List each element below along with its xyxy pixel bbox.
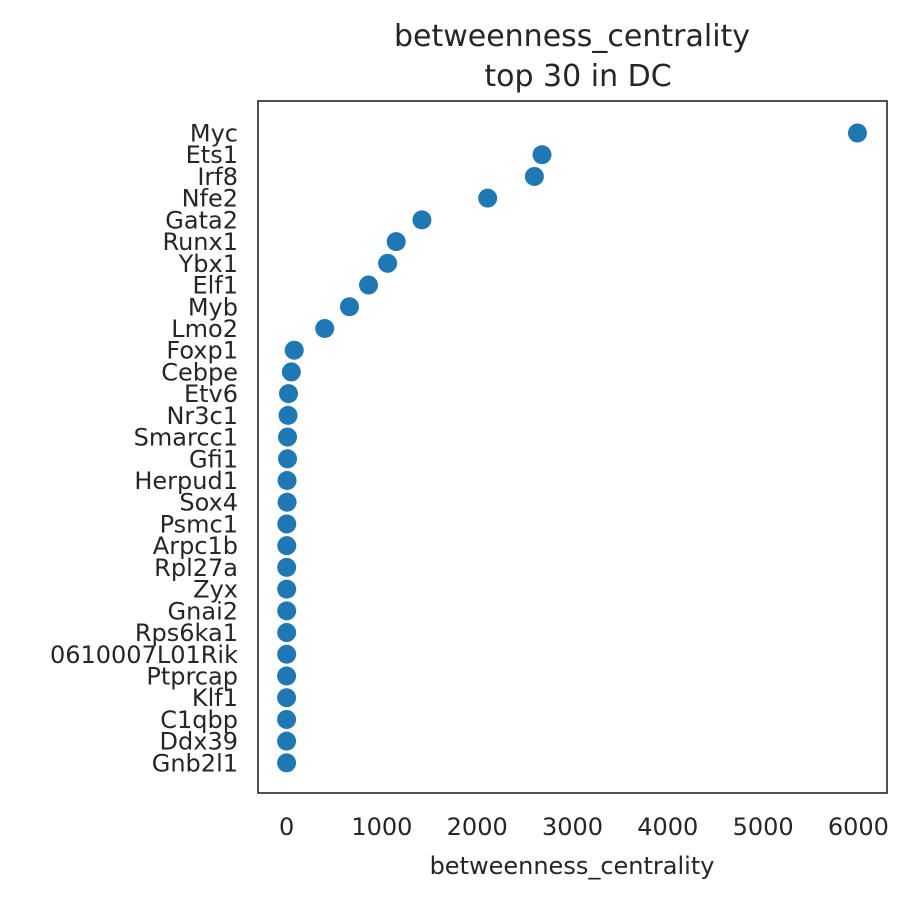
- data-point: [278, 405, 298, 425]
- data-point: [339, 297, 359, 317]
- y-tick-label: Gnb2l1: [152, 749, 238, 777]
- plot-frame: [257, 100, 888, 794]
- data-point: [277, 471, 297, 491]
- y-tick-label: Gnai2: [168, 597, 238, 625]
- chart-title-line1: betweenness_centrality: [394, 19, 750, 54]
- y-tick-label: Nfe2: [182, 185, 238, 213]
- data-point: [277, 557, 297, 577]
- y-tick-label: Gata2: [165, 206, 238, 234]
- data-point: [278, 427, 298, 447]
- y-tick-label: Nr3c1: [166, 402, 238, 430]
- data-point: [277, 623, 297, 643]
- y-tick-label: C1qbp: [160, 706, 238, 734]
- y-tick-label: Ets1: [186, 141, 238, 169]
- data-point: [277, 753, 297, 773]
- x-tick-labels: 0 1000 2000 3000 4000 5000 6000: [279, 813, 889, 841]
- data-point: [277, 644, 297, 664]
- y-tick-label: Ybx1: [178, 250, 238, 278]
- y-tick-label: Irf8: [197, 163, 238, 191]
- y-tick-label: Elf1: [192, 272, 238, 300]
- y-tick-label: Psmc1: [160, 510, 238, 538]
- y-tick-label: Runx1: [163, 228, 239, 256]
- data-point: [284, 340, 304, 360]
- data-point: [412, 210, 432, 230]
- y-tick-label: Lmo2: [171, 315, 238, 343]
- data-point: [847, 123, 867, 143]
- y-tick-label: Gfi1: [189, 445, 238, 473]
- x-tick-label: 6000: [828, 813, 889, 841]
- chart-title-line2: top 30 in DC: [484, 59, 671, 94]
- x-tick-label: 5000: [733, 813, 794, 841]
- x-tick-label: 3000: [542, 813, 603, 841]
- y-tick-label: Etv6: [184, 380, 238, 408]
- y-tick-labels: MycEts1Irf8Nfe2Gata2Runx1Ybx1Elf1MybLmo2…: [50, 120, 238, 778]
- y-tick-label: Ddx39: [160, 728, 238, 756]
- data-point: [277, 492, 297, 512]
- data-point: [277, 536, 297, 556]
- data-point: [315, 318, 335, 338]
- data-point: [532, 145, 552, 165]
- x-tick-label: 1000: [351, 813, 412, 841]
- y-tick-label: Herpud1: [134, 467, 238, 495]
- data-point: [277, 688, 297, 708]
- y-tick-label: Cebpe: [161, 358, 238, 386]
- y-tick-label: Zyx: [193, 576, 238, 604]
- data-points: [277, 123, 867, 773]
- y-tick-label: Ptprcap: [146, 663, 238, 691]
- y-tick-label: Sox4: [179, 489, 238, 517]
- y-tick-label: Arpc1b: [153, 532, 238, 560]
- y-tick-label: Klf1: [192, 684, 238, 712]
- x-axis-label: betweenness_centrality: [430, 852, 715, 880]
- y-tick-label: Myb: [188, 293, 238, 321]
- data-point: [278, 384, 298, 404]
- y-tick-label: Foxp1: [166, 337, 238, 365]
- x-tick-label: 0: [279, 813, 294, 841]
- data-point: [277, 731, 297, 751]
- data-point: [277, 666, 297, 686]
- x-tick-label: 4000: [637, 813, 698, 841]
- data-point: [524, 166, 544, 186]
- data-point: [278, 449, 298, 469]
- y-tick-label: Rpl27a: [154, 554, 238, 582]
- data-point: [359, 275, 379, 295]
- y-tick-label: 0610007L01Rik: [50, 641, 238, 669]
- data-point: [478, 188, 498, 208]
- y-tick-label: Smarcc1: [134, 424, 238, 452]
- y-tick-label: Myc: [190, 120, 238, 148]
- data-point: [386, 232, 406, 252]
- data-point: [378, 253, 398, 273]
- x-tick-label: 2000: [447, 813, 508, 841]
- data-point: [281, 362, 301, 382]
- data-point: [277, 514, 297, 534]
- data-point: [277, 579, 297, 599]
- data-point: [277, 601, 297, 621]
- data-point: [277, 709, 297, 729]
- y-tick-label: Rps6ka1: [135, 619, 238, 647]
